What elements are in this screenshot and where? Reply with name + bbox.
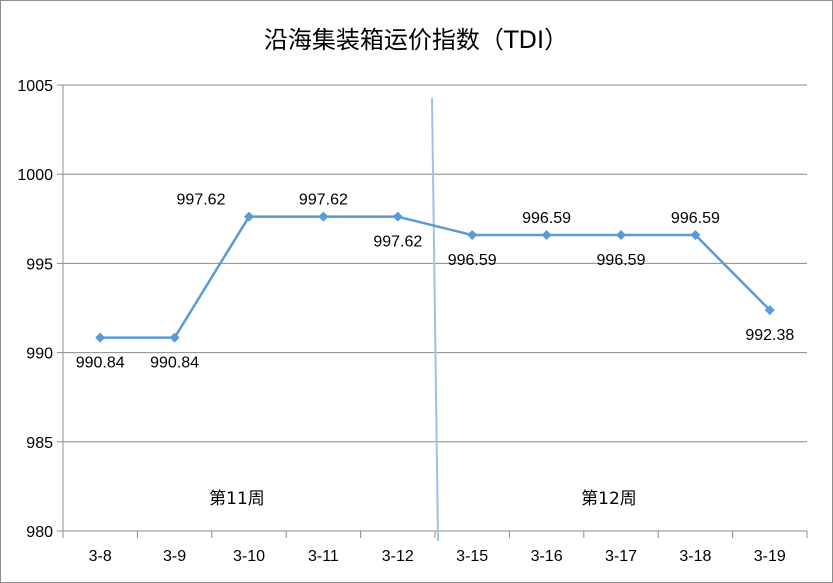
series-line-group: 990.84 990.84 997.62 997.62 997.62 996.59 996.… xyxy=(76,192,795,372)
x-tick-label: 3-10 xyxy=(233,548,265,565)
data-point-3-16 xyxy=(541,230,552,241)
data-point-3-12 xyxy=(392,211,403,222)
data-point-3-19 xyxy=(764,305,775,316)
x-tick-label: 3-18 xyxy=(679,548,711,565)
data-label: 992.38 xyxy=(745,327,794,344)
data-label: 997.62 xyxy=(373,234,422,251)
x-tick-label: 3-17 xyxy=(605,548,637,565)
x-tick-label: 3-9 xyxy=(163,548,186,565)
chart-title: 沿海集装箱运价指数（TDI） xyxy=(264,26,568,54)
data-label: 997.62 xyxy=(299,192,348,209)
data-point-3-8 xyxy=(95,332,106,343)
data-point-3-18 xyxy=(690,230,701,241)
data-point-3-11 xyxy=(318,211,329,222)
week-annotation: 第12周 xyxy=(581,489,637,509)
y-tick-label: 990 xyxy=(26,346,53,363)
y-axis: 980 985 990 995 1000 1005 xyxy=(17,78,64,541)
data-label: 996.59 xyxy=(522,210,571,227)
x-tick-label: 3-19 xyxy=(754,548,786,565)
x-tick-label: 3-8 xyxy=(89,548,112,565)
y-tick-label: 995 xyxy=(26,256,53,273)
x-tick-label: 3-12 xyxy=(382,548,414,565)
data-label: 996.59 xyxy=(448,252,497,269)
week-annotations: 第11周 第12周 xyxy=(209,489,637,509)
data-point-3-15 xyxy=(467,230,478,241)
x-tick-label: 3-16 xyxy=(531,548,563,565)
data-label: 996.59 xyxy=(671,210,720,227)
data-label: 990.84 xyxy=(150,355,199,372)
week-annotation: 第11周 xyxy=(209,489,265,509)
data-label: 997.62 xyxy=(177,192,226,209)
y-tick-label: 980 xyxy=(26,524,53,541)
data-point-3-17 xyxy=(616,230,626,241)
data-label: 990.84 xyxy=(76,355,125,372)
y-tick-label: 985 xyxy=(26,435,53,452)
data-point-3-9 xyxy=(169,332,180,343)
series-line xyxy=(100,215,771,339)
x-tick-label: 3-15 xyxy=(456,548,488,565)
y-tick-label: 1005 xyxy=(17,78,53,95)
week-divider-line xyxy=(431,97,439,542)
x-axis: 3-8 3-9 3-10 3-11 3-12 3-15 3-16 3-17 3-18 3-19 xyxy=(62,530,808,565)
data-label: 996.59 xyxy=(597,252,646,269)
data-point-3-10 xyxy=(244,211,254,222)
x-tick-label: 3-11 xyxy=(308,548,339,565)
y-tick-label: 1000 xyxy=(17,167,53,184)
